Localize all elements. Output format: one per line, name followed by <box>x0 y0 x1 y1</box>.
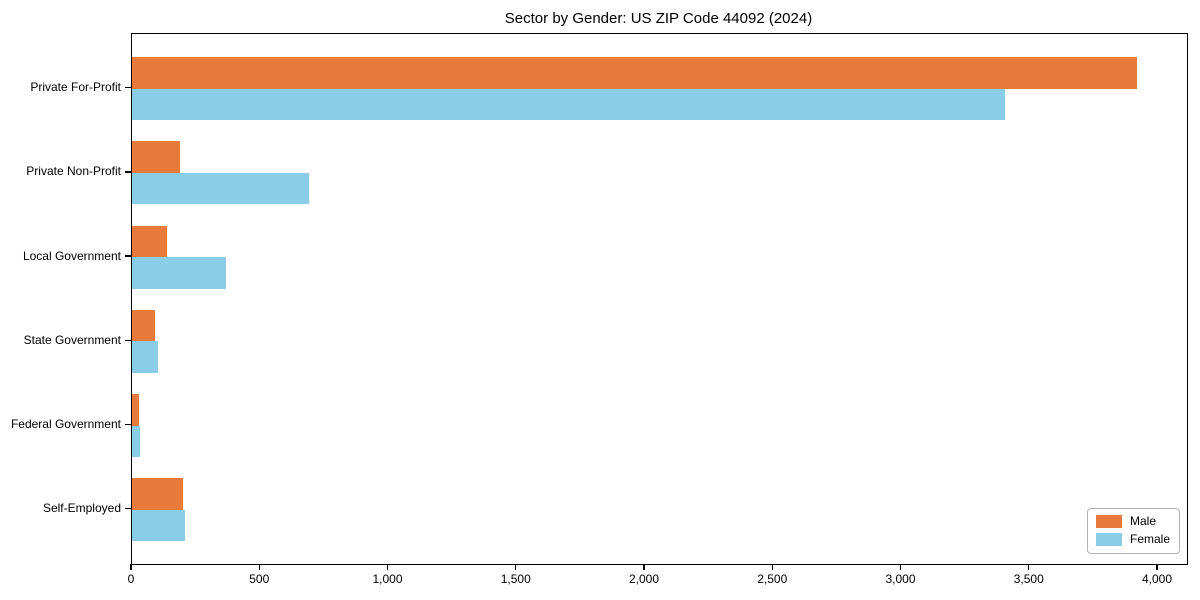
x-tick-label: 500 <box>249 572 270 586</box>
legend-item-female: Female <box>1095 532 1170 546</box>
x-tick-label: 2,000 <box>628 572 660 586</box>
y-tick-mark <box>125 255 131 257</box>
x-tick-label: 0 <box>127 572 135 586</box>
bar-female <box>132 172 309 205</box>
x-tick-label: 3,000 <box>885 572 916 586</box>
y-tick-mark <box>125 339 131 341</box>
bar-male <box>132 225 167 258</box>
x-tick-mark <box>771 564 773 571</box>
x-tick-mark <box>130 564 132 571</box>
bar-male <box>132 141 180 173</box>
x-tick-mark <box>1156 564 1158 571</box>
x-tick-label: 2,500 <box>757 572 788 586</box>
x-tick-mark <box>386 564 389 571</box>
y-tick-mark <box>125 423 131 426</box>
bar-male <box>132 478 184 510</box>
y-category-label: Federal Government <box>10 417 121 431</box>
plot-area: Male Female <box>131 33 1188 565</box>
x-tick-mark <box>643 564 645 571</box>
male-series-swatch <box>1095 515 1122 528</box>
legend-label-male: Male <box>1129 514 1156 528</box>
y-category-label: Private Non-Profit <box>26 164 121 179</box>
x-tick-mark <box>899 564 902 571</box>
x-tick-label: 1,000 <box>372 572 403 586</box>
bars-layer <box>132 34 1187 564</box>
legend: Male Female <box>1086 508 1180 554</box>
bar-female <box>132 257 226 289</box>
y-category-label: Private For-Profit <box>30 80 121 95</box>
bar-female <box>132 509 186 542</box>
bar-male <box>132 57 1137 89</box>
bar-female <box>132 425 140 457</box>
y-category-label: Local Government <box>22 248 121 263</box>
y-category-label: State Government <box>23 332 121 347</box>
female-series-swatch <box>1095 533 1122 546</box>
bar-male <box>132 309 156 342</box>
y-tick-mark <box>125 508 131 510</box>
x-tick-mark <box>515 564 517 571</box>
legend-label-female: Female <box>1129 532 1170 546</box>
y-tick-mark <box>125 171 131 173</box>
y-tick-mark <box>125 87 131 89</box>
bar-female <box>132 341 158 373</box>
x-tick-label: 1,500 <box>500 572 531 586</box>
x-tick-mark <box>1028 564 1030 571</box>
bar-female <box>132 88 1005 121</box>
chart-title: Sector by Gender: US ZIP Code 44092 (202… <box>504 10 813 27</box>
x-tick-label: 3,500 <box>1013 572 1044 586</box>
legend-item-male: Male <box>1095 514 1170 528</box>
x-tick-label: 4,000 <box>1141 572 1173 586</box>
y-category-label: Self-Employed <box>42 501 121 516</box>
x-tick-mark <box>258 564 260 571</box>
bar-male <box>132 394 139 426</box>
